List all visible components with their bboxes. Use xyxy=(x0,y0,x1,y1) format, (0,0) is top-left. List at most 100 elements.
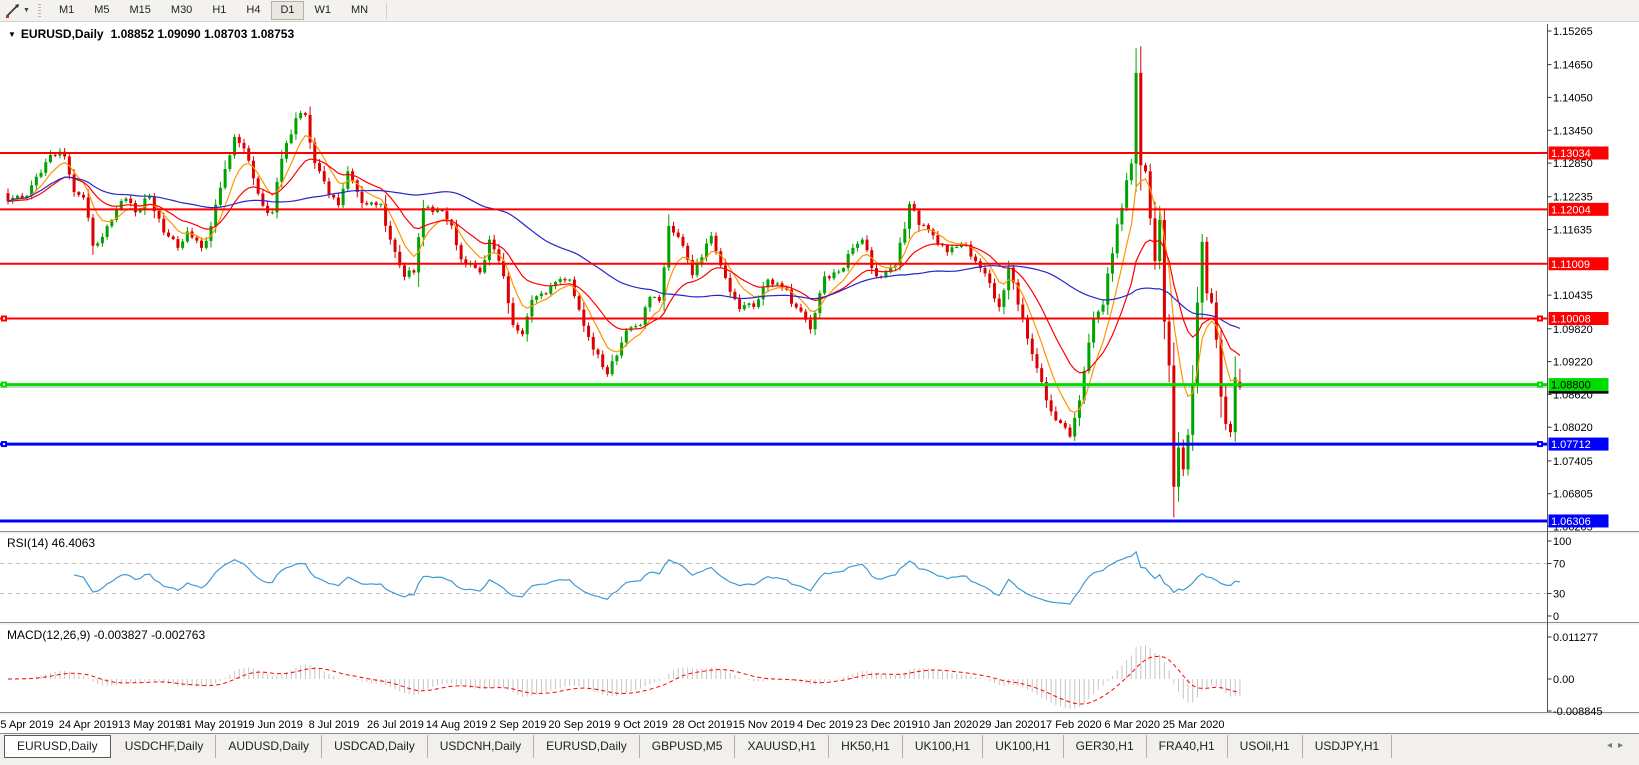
price-tick: 1.12235 xyxy=(1553,192,1593,204)
macd-pane xyxy=(8,645,1241,709)
price-tick: 1.09220 xyxy=(1553,357,1593,369)
ma-line-ema18 xyxy=(7,158,1241,374)
tab-scroll-right-icon[interactable]: ▸ xyxy=(1617,740,1629,751)
chart-tab-3[interactable]: USDCAD,Daily xyxy=(322,735,428,758)
chart-title: ▼ EURUSD,Daily 1.08852 1.09090 1.08703 1.0… xyxy=(8,27,294,41)
svg-text:1.06306: 1.06306 xyxy=(1551,516,1591,528)
price-tick: 1.12850 xyxy=(1553,158,1593,170)
tool-dropdown-icon[interactable]: ▼ xyxy=(23,7,30,14)
svg-text:1.11009: 1.11009 xyxy=(1551,259,1590,271)
chart-window: 1.15265 1.14650 1.14050 1.13450 1.12850 1.122… xyxy=(0,22,1639,733)
date-tick: 15 Nov 2019 xyxy=(733,719,795,731)
timeframe-button-d1[interactable]: D1 xyxy=(271,1,304,20)
date-tick: 25 Mar 2020 xyxy=(1163,719,1225,731)
chart-canvas[interactable]: 1.15265 1.14650 1.14050 1.13450 1.12850 1.122… xyxy=(0,22,1639,733)
chart-tab-2[interactable]: AUDUSD,Daily xyxy=(216,735,323,758)
date-tick: 10 Jan 2020 xyxy=(918,719,979,731)
macd-tick: -0.008845 xyxy=(1553,706,1603,718)
date-tick: 9 Oct 2019 xyxy=(614,719,668,731)
price-tick: 1.13450 xyxy=(1553,125,1593,137)
timeframe-button-m30[interactable]: M30 xyxy=(170,4,193,16)
level-label-1.13034 xyxy=(1548,146,1609,160)
date-tick: 31 May 2019 xyxy=(179,719,243,731)
date-tick: 23 Dec 2019 xyxy=(855,719,917,731)
chart-tab-9[interactable]: UK100,H1 xyxy=(903,735,984,758)
date-tick: 19 Jun 2019 xyxy=(242,719,303,731)
date-tick: 8 Jul 2019 xyxy=(309,719,360,731)
horizontal-level-lines[interactable] xyxy=(0,152,1548,523)
date-tick: 6 Mar 2020 xyxy=(1104,719,1160,731)
rsi-pane xyxy=(0,550,1548,605)
toolbar-grip-handle[interactable] xyxy=(37,3,41,18)
chart-tab-4[interactable]: USDCNH,Daily xyxy=(428,735,535,758)
chart-tab-11[interactable]: GER30,H1 xyxy=(1064,735,1147,758)
price-axis[interactable]: 1.15265 1.14650 1.14050 1.13450 1.12850 1.122… xyxy=(1547,24,1609,718)
level-label-1.08800 xyxy=(1548,378,1609,392)
price-tick: 1.11635 xyxy=(1553,225,1592,237)
price-tick: 1.15265 xyxy=(1553,26,1593,38)
chart-tab-10[interactable]: UK100,H1 xyxy=(983,735,1064,758)
svg-text:1.07712: 1.07712 xyxy=(1551,439,1591,451)
chart-tab-5[interactable]: EURUSD,Daily xyxy=(534,735,640,758)
date-tick: 28 Oct 2019 xyxy=(672,719,732,731)
svg-text:1.13034: 1.13034 xyxy=(1551,148,1591,160)
level-label-1.06306 xyxy=(1548,514,1609,528)
timeframe-button-w1[interactable]: W1 xyxy=(314,4,332,16)
rsi-tick: 70 xyxy=(1553,559,1565,571)
macd-signal-line xyxy=(8,655,1240,705)
price-tick: 1.07405 xyxy=(1553,456,1593,468)
price-tick: 1.10435 xyxy=(1553,290,1593,302)
date-tick: 4 Dec 2019 xyxy=(797,719,853,731)
timeframe-toolbar: M1 M5 M15 M30 H1 H4 D1 W1 MN xyxy=(49,1,378,20)
timeframe-button-m15[interactable]: M15 xyxy=(129,4,151,16)
ma-line-sma50 xyxy=(7,176,1241,329)
chart-tab-6[interactable]: GBPUSD,M5 xyxy=(640,735,736,758)
crosshair-tool-icon[interactable] xyxy=(4,3,22,19)
timeframe-button-m5[interactable]: M5 xyxy=(94,4,110,16)
rsi-tick: 30 xyxy=(1553,589,1565,601)
chart-tab-0[interactable]: EURUSD,Daily xyxy=(4,735,111,758)
chart-tab-bar: EURUSD,Daily USDCHF,Daily AUDUSD,Daily USDC… xyxy=(0,733,1639,765)
pane-borders xyxy=(0,531,1639,715)
date-tick: 5 Apr 2019 xyxy=(0,719,53,731)
timeframe-button-h1[interactable]: H1 xyxy=(212,4,227,16)
timeframe-button-m1[interactable]: M1 xyxy=(58,4,75,16)
svg-text:1.10008: 1.10008 xyxy=(1551,314,1591,326)
toolbar: ▼ M1 M5 M15 M30 H1 H4 D1 W1 MN xyxy=(0,0,1639,22)
price-tick: 1.09820 xyxy=(1553,324,1593,336)
price-tick: 1.14050 xyxy=(1553,92,1593,104)
rsi-tick: 100 xyxy=(1553,536,1571,548)
rsi-label: RSI(14) 46.4063 xyxy=(7,536,96,550)
svg-text:1.12004: 1.12004 xyxy=(1551,204,1591,216)
toolbar-separator xyxy=(386,2,388,19)
date-tick: 2 Sep 2019 xyxy=(490,719,546,731)
macd-label: MACD(12,26,9) -0.003827 -0.002763 xyxy=(7,628,206,642)
moving-averages xyxy=(7,134,1241,414)
date-tick: 13 May 2019 xyxy=(118,719,182,731)
price-tick: 1.08020 xyxy=(1553,422,1593,434)
svg-text:1.08800: 1.08800 xyxy=(1551,380,1591,392)
timeframe-button-h4[interactable]: H4 xyxy=(246,4,261,16)
macd-tick: 0.011277 xyxy=(1553,632,1598,644)
chart-dropdown-icon[interactable]: ▼ xyxy=(8,30,16,39)
chart-tab-1[interactable]: USDCHF,Daily xyxy=(113,735,217,758)
chart-tab-7[interactable]: XAUUSD,H1 xyxy=(735,735,830,758)
date-tick: 17 Feb 2020 xyxy=(1040,719,1102,731)
chart-tab-13[interactable]: USOil,H1 xyxy=(1228,735,1303,758)
chart-tab-8[interactable]: HK50,H1 xyxy=(829,735,903,758)
tab-scroll-left-icon[interactable]: ◂ xyxy=(1606,740,1618,751)
timeframe-button-mn[interactable]: MN xyxy=(351,4,369,16)
macd-tick: 0.00 xyxy=(1553,674,1574,686)
chart-symbol-label: EURUSD,Daily xyxy=(20,27,104,41)
level-label-1.12004 xyxy=(1548,202,1609,216)
rsi-tick: 0 xyxy=(1553,611,1559,623)
chart-tab-12[interactable]: FRA40,H1 xyxy=(1147,735,1228,758)
date-tick: 20 Sep 2019 xyxy=(548,719,610,731)
level-label-1.11009 xyxy=(1548,257,1609,271)
date-tick: 14 Aug 2019 xyxy=(426,719,488,731)
chart-tab-14[interactable]: USDJPY,H1 xyxy=(1303,735,1393,758)
chart-tabs: EURUSD,Daily USDCHF,Daily AUDUSD,Daily USDC… xyxy=(0,735,1639,758)
price-tick: 1.06805 xyxy=(1553,489,1593,501)
